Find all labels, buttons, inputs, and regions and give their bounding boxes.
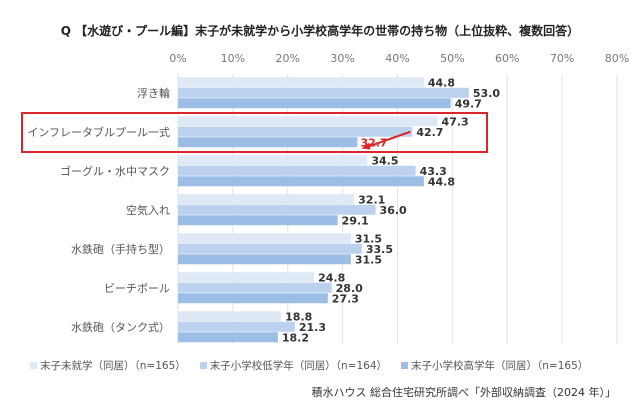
category-label: ビーチボール <box>104 282 170 295</box>
bar <box>178 165 416 176</box>
data-label: 18.8 <box>285 310 312 323</box>
x-tick-label: 10% <box>221 52 245 65</box>
bar <box>178 176 424 187</box>
category-label: 空気入れ <box>126 203 170 217</box>
bar <box>178 332 278 343</box>
category-label: 浮き輪 <box>137 86 170 100</box>
arrow-line <box>365 130 411 149</box>
bar <box>178 155 368 166</box>
x-tick-label: 70% <box>550 52 574 65</box>
bar <box>178 233 351 244</box>
bar <box>178 126 413 137</box>
bar <box>178 194 355 205</box>
legend-item: 末子小学校低学年（同居）（n=164） <box>199 358 387 373</box>
bar <box>178 87 469 98</box>
category-label: 水鉄砲（手持ち型） <box>71 242 170 256</box>
data-label: 36.0 <box>380 204 407 217</box>
data-label: 24.8 <box>318 271 345 284</box>
data-label: 44.8 <box>428 76 455 89</box>
category-label: インフレータブルプール一式 <box>27 125 170 139</box>
bar <box>178 321 295 332</box>
data-label: 21.3 <box>299 321 326 334</box>
legend-label: 末子小学校低学年（同居）（n=164） <box>209 360 387 372</box>
bar <box>178 116 438 127</box>
data-label: 32.1 <box>358 193 385 206</box>
highlight-box <box>21 112 488 153</box>
data-label: 18.2 <box>282 331 309 344</box>
x-tick-label: 50% <box>440 52 464 65</box>
x-tick-label: 40% <box>385 52 409 65</box>
bar <box>178 293 328 304</box>
data-label: 43.3 <box>420 165 447 178</box>
data-label: 31.5 <box>355 253 382 266</box>
x-tick-label: 20% <box>276 52 300 65</box>
legend-label: 末子未就学（同居）（n=165） <box>40 360 186 372</box>
data-label: 28.0 <box>336 282 363 295</box>
legend-item: 末子未就学（同居）（n=165） <box>30 358 186 373</box>
legend-swatch <box>199 362 207 369</box>
data-label: 31.5 <box>355 232 382 245</box>
category-label: 水鉄砲（タンク式） <box>71 320 170 334</box>
legend-swatch <box>401 362 408 369</box>
data-label: 34.5 <box>371 154 398 167</box>
legend-swatch <box>30 362 37 369</box>
bar <box>178 137 358 148</box>
arrow-head-icon <box>361 142 371 150</box>
data-label: 33.5 <box>366 243 393 256</box>
legend-label: 末子小学校高学年（同居）（n=165） <box>411 360 589 372</box>
data-label: 27.3 <box>332 292 359 305</box>
bar <box>178 272 315 283</box>
chart-title: Q 【水遊び・プール編】末子が未就学から小学校高学年の世帯の持ち物（上位抜粋、複… <box>60 24 580 38</box>
bar <box>178 215 338 226</box>
x-tick-label: 80% <box>605 52 629 65</box>
bar <box>178 77 424 88</box>
category-label: ゴーグル・水中マスク <box>60 164 170 178</box>
bar <box>178 254 351 265</box>
bar <box>178 204 376 215</box>
bar <box>178 282 332 293</box>
data-label: 49.7 <box>455 97 482 110</box>
plot-area: 0% 10% 20% 30% 40% 50% 60% 70% 80% 浮き輪 44.8 53.049.… <box>21 52 629 344</box>
bar <box>178 98 451 109</box>
data-label: 42.7 <box>416 126 443 139</box>
x-tick-label: 30% <box>330 52 354 65</box>
x-tick-label: 60% <box>495 52 519 65</box>
data-label: 53.0 <box>473 87 500 100</box>
data-label: 44.8 <box>428 175 455 188</box>
bar <box>178 311 282 322</box>
legend: 末子未就学（同居）（n=165） 末子小学校低学年（同居）（n=164） 末子小学校… <box>30 358 588 373</box>
legend-item: 末子小学校高学年（同居）（n=165） <box>401 358 588 373</box>
data-label: 47.3 <box>442 115 469 128</box>
data-label: 29.1 <box>342 214 369 227</box>
bar <box>178 243 362 254</box>
source-note: 積水ハウス 総合住宅研究所調べ「外部収納調査（2024 年）」 <box>311 386 617 399</box>
x-tick-label: 0% <box>169 52 186 65</box>
